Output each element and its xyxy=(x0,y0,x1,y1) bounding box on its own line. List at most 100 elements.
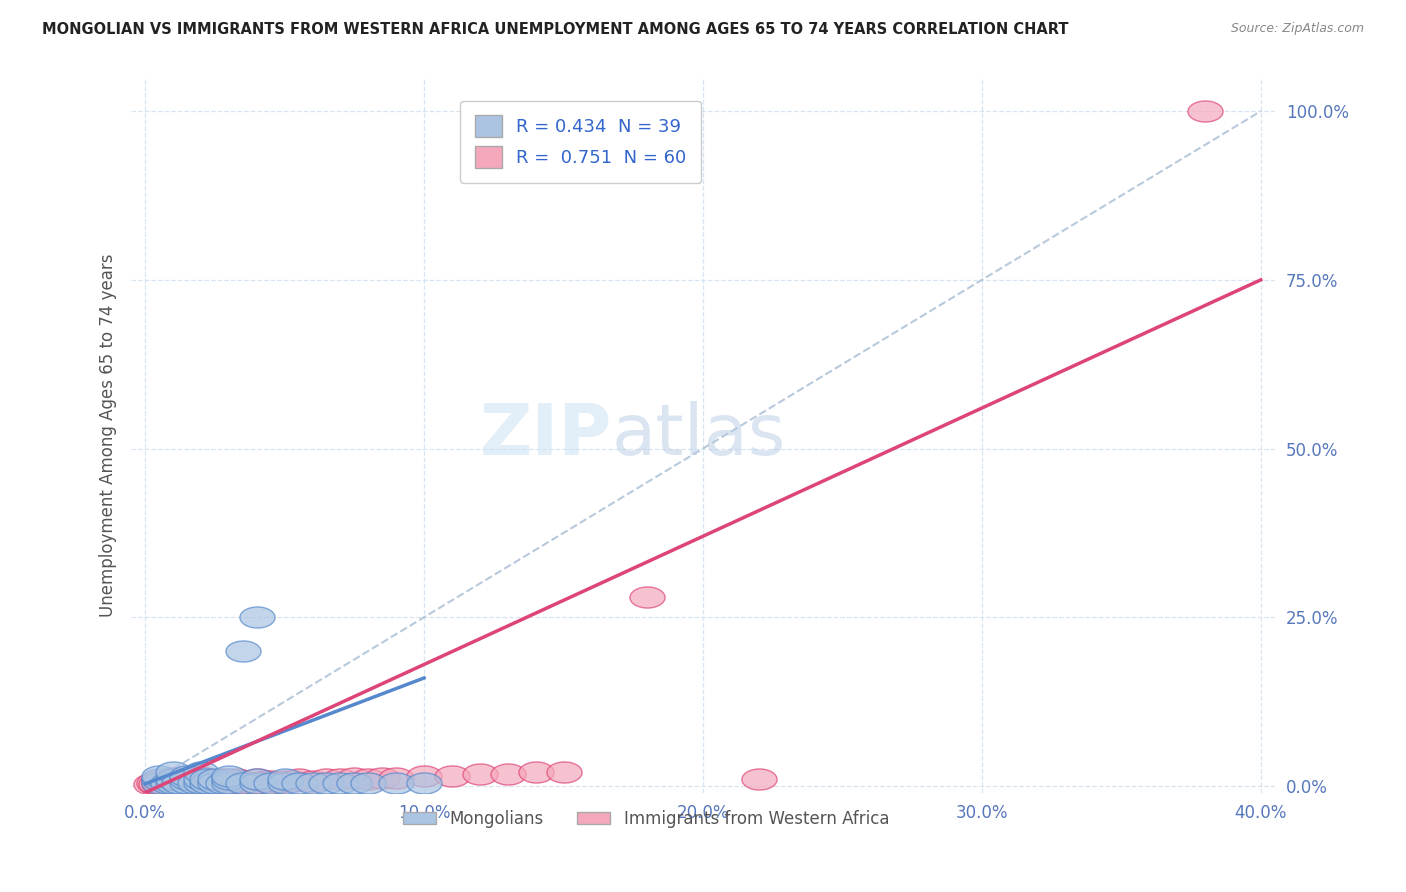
Point xyxy=(385,771,408,785)
Point xyxy=(170,775,193,789)
Point xyxy=(212,775,235,789)
Point xyxy=(343,775,366,789)
Point xyxy=(176,771,198,785)
Point xyxy=(184,773,207,788)
Point xyxy=(162,771,184,785)
Point xyxy=(184,775,207,789)
Point xyxy=(315,772,337,786)
Point xyxy=(440,769,463,783)
Point xyxy=(357,772,380,786)
Point xyxy=(232,775,254,789)
Point xyxy=(246,775,269,789)
Point xyxy=(226,772,249,786)
Legend: Mongolians, Immigrants from Western Africa: Mongolians, Immigrants from Western Afri… xyxy=(396,803,896,834)
Point xyxy=(190,772,212,786)
Point xyxy=(195,775,218,789)
Point xyxy=(190,775,212,789)
Point xyxy=(218,772,240,786)
Point xyxy=(148,777,170,791)
Point xyxy=(176,775,198,789)
Point xyxy=(162,772,184,786)
Point xyxy=(246,610,269,624)
Point xyxy=(190,774,212,789)
Point xyxy=(156,775,179,789)
Point xyxy=(209,775,232,789)
Point xyxy=(167,773,190,788)
Point xyxy=(142,775,165,789)
Point xyxy=(496,766,519,780)
Point xyxy=(232,644,254,658)
Point xyxy=(301,775,323,789)
Point xyxy=(246,772,269,786)
Point xyxy=(232,773,254,788)
Point xyxy=(218,775,240,789)
Point xyxy=(190,777,212,791)
Point xyxy=(204,777,226,791)
Point xyxy=(139,777,162,791)
Point xyxy=(260,773,283,788)
Point xyxy=(150,775,173,789)
Point xyxy=(162,765,184,780)
Text: MONGOLIAN VS IMMIGRANTS FROM WESTERN AFRICA UNEMPLOYMENT AMONG AGES 65 TO 74 YEA: MONGOLIAN VS IMMIGRANTS FROM WESTERN AFR… xyxy=(42,22,1069,37)
Point xyxy=(468,766,491,780)
Point xyxy=(204,774,226,789)
Point xyxy=(254,774,277,789)
Point xyxy=(224,775,246,789)
Text: Source: ZipAtlas.com: Source: ZipAtlas.com xyxy=(1230,22,1364,36)
Point xyxy=(371,771,394,785)
Point xyxy=(636,590,658,604)
Point xyxy=(176,777,198,791)
Point xyxy=(162,774,184,789)
Point xyxy=(148,773,170,788)
Point xyxy=(148,769,170,783)
Point xyxy=(167,775,190,789)
Point xyxy=(204,775,226,789)
Point xyxy=(212,772,235,786)
Point xyxy=(153,777,176,791)
Point xyxy=(301,773,323,788)
Point xyxy=(357,775,380,789)
Point xyxy=(190,765,212,780)
Point xyxy=(145,777,167,791)
Point xyxy=(181,775,204,789)
Point xyxy=(162,777,184,791)
Point xyxy=(748,772,770,786)
Point xyxy=(190,770,212,784)
Point xyxy=(315,775,337,789)
Point xyxy=(218,769,240,783)
Point xyxy=(329,775,352,789)
Point xyxy=(162,775,184,789)
Point xyxy=(176,769,198,783)
Point xyxy=(218,777,240,791)
Point xyxy=(176,774,198,789)
Point xyxy=(198,773,221,788)
Point xyxy=(148,772,170,786)
Point xyxy=(267,775,290,789)
Point xyxy=(1194,104,1216,119)
Point xyxy=(260,775,283,789)
Point xyxy=(232,777,254,791)
Point xyxy=(156,775,179,789)
Text: atlas: atlas xyxy=(612,401,786,469)
Point xyxy=(204,772,226,786)
Point xyxy=(156,772,179,786)
Point xyxy=(273,772,295,786)
Text: ZIP: ZIP xyxy=(479,401,612,469)
Point xyxy=(195,775,218,789)
Point xyxy=(218,773,240,788)
Point xyxy=(195,772,218,786)
Point xyxy=(167,775,190,789)
Point xyxy=(524,765,547,780)
Point xyxy=(246,772,269,786)
Point xyxy=(413,769,436,783)
Point xyxy=(273,773,295,788)
Point xyxy=(240,775,263,789)
Point xyxy=(329,772,352,786)
Point xyxy=(246,775,269,789)
Point xyxy=(287,775,309,789)
Y-axis label: Unemployment Among Ages 65 to 74 years: Unemployment Among Ages 65 to 74 years xyxy=(100,253,117,616)
Point xyxy=(385,775,408,789)
Point xyxy=(287,772,309,786)
Point xyxy=(553,765,575,780)
Point xyxy=(281,774,304,789)
